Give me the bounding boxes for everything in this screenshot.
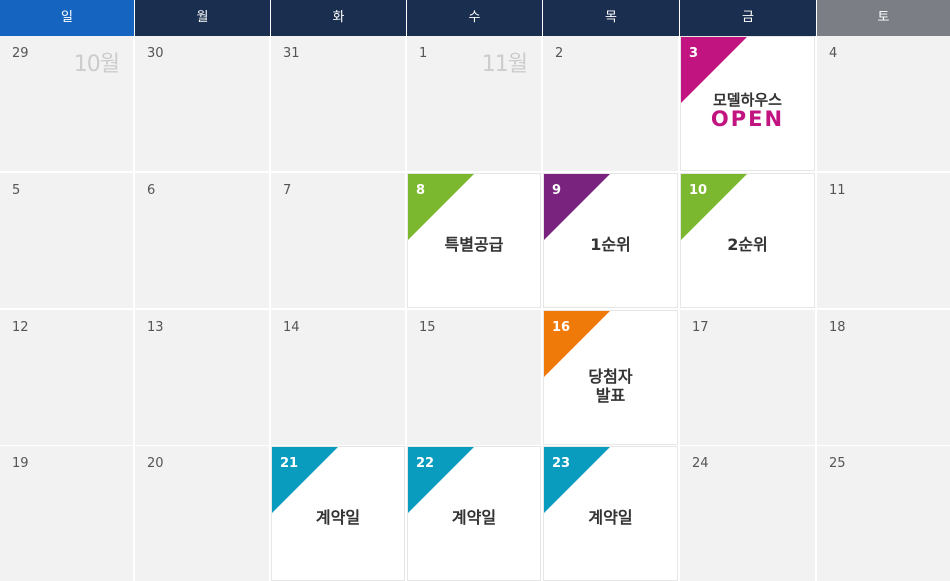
calendar-grid: 29 10월 30 31 1 11월 2 3 모델하우스 OPEN 4 5 6 7 8 특별공급 9 1순위 10 2… — [0, 36, 950, 581]
event-day-cell[interactable]: 3 모델하우스 OPEN — [680, 36, 815, 171]
day-number: 13 — [147, 320, 164, 335]
event-label: 1순위 — [590, 235, 631, 254]
event-tag-triangle — [408, 174, 474, 240]
day-number: 24 — [692, 456, 709, 471]
day-number: 5 — [12, 183, 21, 198]
day-number: 8 — [416, 183, 426, 198]
event-label: 모델하우스 — [712, 91, 782, 109]
event-tag-triangle — [408, 447, 474, 513]
day-number: 14 — [283, 320, 300, 335]
event-day-cell[interactable]: 22 계약일 — [407, 446, 541, 581]
day-number: 3 — [689, 46, 699, 61]
day-cell: 1 11월 — [407, 36, 541, 171]
event-tag-triangle — [544, 311, 610, 377]
day-number: 7 — [283, 183, 292, 198]
weekday-header-sat: 토 — [817, 0, 950, 36]
day-cell: 7 — [271, 173, 405, 308]
day-number: 9 — [552, 183, 562, 198]
weekday-header-sun: 일 — [0, 0, 134, 36]
weekday-header-fri: 금 — [680, 0, 816, 36]
event-day-cell[interactable]: 10 2순위 — [680, 173, 815, 308]
day-cell: 4 — [817, 36, 950, 171]
day-number: 2 — [555, 46, 564, 61]
day-number: 11 — [829, 183, 846, 198]
day-cell: 6 — [135, 173, 269, 308]
day-number: 29 — [12, 46, 29, 61]
event-label: 2순위 — [727, 235, 768, 254]
day-number: 21 — [280, 456, 299, 471]
event-day-cell[interactable]: 16 당첨자 발표 — [543, 310, 678, 445]
day-cell: 12 — [0, 310, 133, 445]
day-cell: 18 — [817, 310, 950, 445]
day-number: 31 — [283, 46, 300, 61]
event-day-cell[interactable]: 23 계약일 — [543, 446, 678, 581]
event-label-line2: 발표 — [595, 386, 626, 405]
day-number: 4 — [829, 46, 838, 61]
day-number: 30 — [147, 46, 164, 61]
day-number: 22 — [416, 456, 435, 471]
weekday-header-mon: 월 — [135, 0, 270, 36]
day-cell: 2 — [543, 36, 678, 171]
day-cell: 11 — [817, 173, 950, 308]
weekday-header-thu: 목 — [543, 0, 679, 36]
event-label: 특별공급 — [444, 235, 504, 254]
day-cell: 19 — [0, 446, 133, 581]
day-cell: 5 — [0, 173, 133, 308]
event-day-cell[interactable]: 8 특별공급 — [407, 173, 541, 308]
weekday-header-wed: 수 — [407, 0, 542, 36]
day-number: 15 — [419, 320, 436, 335]
day-cell: 31 — [271, 36, 405, 171]
day-number: 17 — [692, 320, 709, 335]
day-cell: 20 — [135, 446, 269, 581]
day-number: 1 — [419, 46, 428, 61]
day-cell: 24 — [680, 446, 815, 581]
day-cell: 15 — [407, 310, 541, 445]
event-day-cell[interactable]: 21 계약일 — [271, 446, 405, 581]
event-tag-triangle — [544, 447, 610, 513]
day-cell: 14 — [271, 310, 405, 445]
day-cell: 30 — [135, 36, 269, 171]
event-tag-triangle — [544, 174, 610, 240]
event-tag-triangle — [272, 447, 338, 513]
day-number: 12 — [12, 320, 29, 335]
event-day-cell[interactable]: 9 1순위 — [543, 173, 678, 308]
day-cell: 13 — [135, 310, 269, 445]
day-number: 23 — [552, 456, 571, 471]
day-cell: 29 10월 — [0, 36, 133, 171]
month-label: 11월 — [481, 52, 528, 77]
event-label: 계약일 — [315, 508, 361, 527]
month-label: 10월 — [73, 52, 120, 77]
day-cell: 17 — [680, 310, 815, 445]
event-label-open: OPEN — [710, 107, 785, 131]
day-cell: 25 — [817, 446, 950, 581]
event-label: 당첨자 — [588, 367, 633, 386]
day-number: 16 — [552, 320, 571, 335]
day-number: 18 — [829, 320, 846, 335]
weekday-header-tue: 화 — [271, 0, 406, 36]
event-label: 계약일 — [588, 508, 633, 527]
day-number: 20 — [147, 456, 164, 471]
event-tag-triangle — [681, 174, 747, 240]
day-number: 25 — [829, 456, 846, 471]
event-tag-triangle — [681, 37, 747, 103]
day-number: 19 — [12, 456, 29, 471]
day-number: 6 — [147, 183, 156, 198]
day-number: 10 — [689, 183, 708, 198]
event-label: 계약일 — [451, 508, 497, 527]
